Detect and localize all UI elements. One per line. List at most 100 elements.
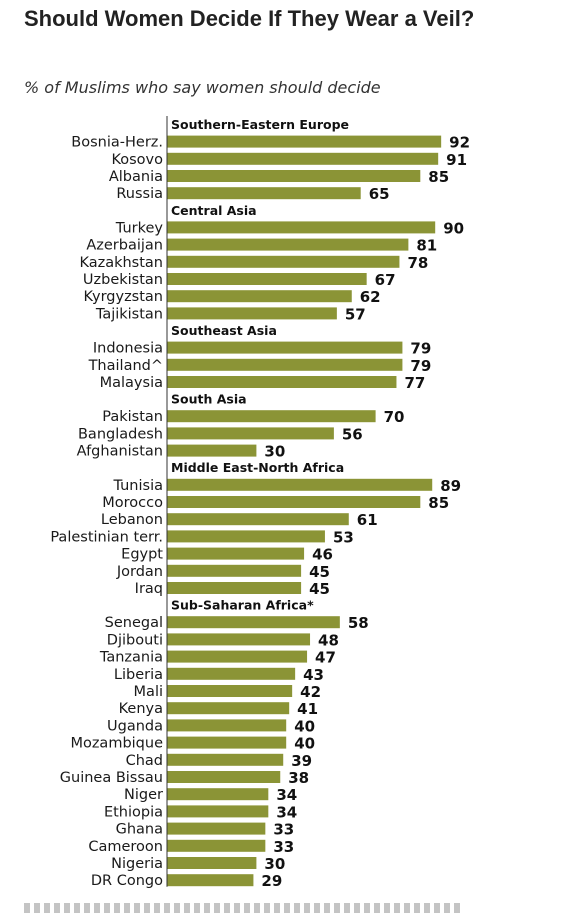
value-label: 45 [309, 563, 330, 581]
category-label: Palestinian terr. [50, 529, 163, 545]
category-label: Afghanistan [77, 444, 163, 460]
category-label: Indonesia [93, 341, 163, 357]
value-label: 30 [264, 443, 285, 461]
bar [167, 633, 311, 646]
bar [167, 616, 340, 629]
bar [167, 358, 403, 371]
value-label: 40 [294, 717, 315, 735]
bar [167, 444, 257, 457]
value-label: 56 [342, 425, 363, 443]
value-label: 47 [315, 649, 336, 667]
bar [167, 788, 269, 801]
category-label: Ethiopia [104, 804, 163, 820]
category-label: Chad [126, 753, 163, 769]
category-label: Nigeria [111, 856, 163, 872]
bar [167, 839, 266, 852]
category-label: Kosovo [111, 152, 163, 168]
value-label: 42 [300, 683, 321, 701]
value-label: 45 [309, 580, 330, 598]
category-label: Kenya [119, 701, 163, 717]
value-label: 67 [375, 271, 396, 289]
value-label: 40 [294, 735, 315, 753]
value-label: 85 [428, 168, 449, 186]
value-label: 48 [318, 631, 339, 649]
value-label: 34 [276, 803, 297, 821]
value-label: 77 [404, 374, 425, 392]
bar [167, 410, 376, 423]
bar [167, 822, 266, 835]
category-label: Albania [109, 169, 163, 185]
category-label: Iraq [135, 581, 163, 597]
category-label: Liberia [114, 667, 163, 683]
value-label: 79 [410, 357, 431, 375]
bar [167, 547, 305, 560]
category-label: Egypt [121, 547, 163, 563]
bar [167, 667, 296, 680]
category-label: Cameroon [88, 839, 163, 855]
bar [167, 650, 308, 663]
footnote-cutoff [24, 903, 464, 913]
value-label: 41 [297, 700, 318, 718]
category-label: Niger [124, 787, 163, 803]
bar [167, 874, 254, 887]
value-label: 39 [291, 752, 312, 770]
bar [167, 753, 284, 766]
value-label: 29 [261, 872, 282, 890]
category-label: Jordan [116, 564, 163, 580]
value-label: 61 [357, 511, 378, 529]
bar [167, 255, 400, 268]
category-label: Pakistan [102, 409, 163, 425]
category-label: Lebanon [101, 512, 163, 528]
value-label: 91 [446, 151, 467, 169]
category-label: Senegal [105, 615, 163, 631]
category-label: Russia [116, 186, 163, 202]
category-label: Kazakhstan [79, 255, 163, 271]
value-label: 81 [416, 237, 437, 255]
value-label: 30 [264, 855, 285, 873]
value-label: 38 [288, 769, 309, 787]
category-label: Turkey [115, 220, 164, 236]
bar [167, 582, 302, 594]
value-label: 33 [273, 821, 294, 839]
category-label: Thailand^ [88, 358, 163, 374]
bar [167, 307, 337, 320]
category-label: Mali [134, 684, 163, 700]
category-label: Azerbaijan [86, 238, 163, 254]
bar [167, 771, 281, 783]
bar [167, 702, 290, 715]
group-label: South Asia [171, 392, 247, 407]
bar [167, 478, 433, 491]
category-label: Uganda [107, 718, 163, 734]
value-label: 33 [273, 838, 294, 856]
bar [167, 135, 442, 148]
bar [167, 290, 352, 303]
category-label: DR Congo [91, 873, 163, 889]
value-label: 62 [360, 288, 381, 306]
value-label: 57 [345, 305, 366, 323]
category-label: Tajikistan [95, 306, 163, 322]
category-label: Morocco [102, 495, 163, 511]
category-label: Bosnia-Herz. [71, 135, 163, 151]
category-label: Bangladesh [78, 426, 163, 442]
value-label: 65 [369, 185, 390, 203]
value-label: 90 [443, 219, 464, 237]
group-label: Southeast Asia [171, 323, 277, 338]
bar [167, 513, 349, 526]
category-label: Uzbekistan [83, 272, 163, 288]
group-label: Central Asia [171, 203, 257, 218]
value-label: 89 [440, 477, 461, 495]
bar [167, 496, 421, 508]
value-label: 79 [410, 340, 431, 358]
category-label: Guinea Bissau [60, 770, 163, 786]
category-label: Mozambique [70, 736, 163, 752]
category-label: Tunisia [112, 478, 163, 494]
category-label: Djibouti [107, 632, 163, 648]
bar [167, 376, 397, 388]
category-label: Malaysia [100, 375, 163, 391]
value-label: 34 [276, 786, 297, 804]
group-label: Southern-Eastern Europe [171, 117, 349, 132]
bar [167, 187, 361, 200]
bar [167, 170, 421, 182]
value-label: 53 [333, 528, 354, 546]
